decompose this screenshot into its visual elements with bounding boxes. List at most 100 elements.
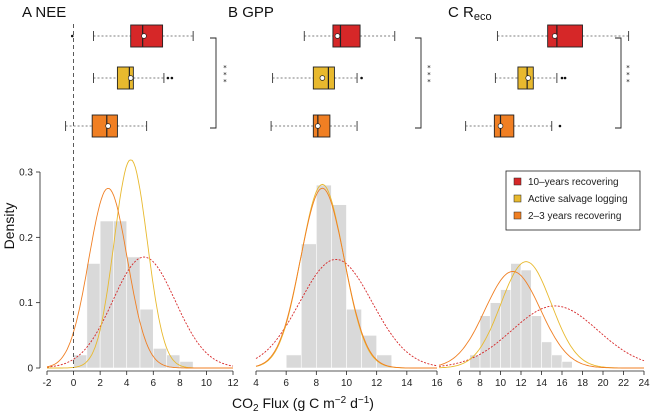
x-tick-label: 6 xyxy=(283,378,289,389)
x-tick-label: 14 xyxy=(401,378,413,389)
x-axis-label-end: ) xyxy=(369,395,374,411)
x-axis-label: CO2 Flux (g C m−2 d−1) xyxy=(232,395,374,414)
x-tick-label: 12 xyxy=(227,378,239,389)
histogram-bar xyxy=(139,308,154,369)
x-axis: 6 8 10 12 14 16 18 20 22 24 xyxy=(457,370,650,389)
boxplot xyxy=(494,66,567,90)
x-tick-label: 6 xyxy=(457,378,463,389)
density-curve xyxy=(255,187,437,369)
y-tick-label: 0.3 xyxy=(19,168,33,179)
x-tick-label: 12 xyxy=(371,378,383,389)
histogram-bar xyxy=(561,361,573,369)
significance-star: * xyxy=(223,64,227,72)
significance-star: * xyxy=(427,64,431,72)
x-tick-label: 18 xyxy=(577,378,589,389)
legend-item: 10–years recovering xyxy=(513,177,619,188)
y-tick-label: 0.1 xyxy=(19,298,33,309)
boxplot-outlier xyxy=(563,76,567,80)
panel-variable: NEE xyxy=(35,4,66,21)
x-tick-label: -2 xyxy=(43,378,52,389)
significance-star: * xyxy=(427,71,431,79)
x-tick-label: 8 xyxy=(477,378,483,389)
significance-star: * xyxy=(223,71,227,79)
boxplot-mean-point xyxy=(552,33,558,39)
boxplot-mean-point xyxy=(525,75,531,81)
x-tick-label: 4 xyxy=(253,378,259,389)
panel-variable: GPP xyxy=(242,4,274,21)
x-tick-label: 16 xyxy=(556,378,568,389)
legend-box xyxy=(505,170,641,231)
boxplot-outlier xyxy=(170,76,174,80)
significance-star: * xyxy=(626,78,630,86)
bracket-line xyxy=(210,37,217,129)
boxplot-outlier xyxy=(70,34,74,38)
boxplot-mean-point xyxy=(315,123,321,129)
significance-bracket: *** xyxy=(615,37,630,129)
boxplot-mean-point xyxy=(334,33,341,39)
histogram-bar xyxy=(551,354,563,369)
histogram-bar xyxy=(520,269,532,369)
boxplot xyxy=(303,24,396,48)
y-axis: 0 0.1 0.2 0.3 xyxy=(19,168,41,375)
boxplot xyxy=(65,114,148,138)
x-axis: 4 6 8 10 12 14 16 xyxy=(253,370,443,389)
x-tick-label: 14 xyxy=(536,378,548,389)
panel-variable: R xyxy=(463,4,474,21)
x-tick-label: 20 xyxy=(597,378,609,389)
legend-label: 2–3 years recovering xyxy=(528,211,621,222)
boxplot-mean-point xyxy=(497,123,504,129)
histogram-bar xyxy=(510,263,522,369)
histogram-bar xyxy=(316,184,332,369)
boxplot xyxy=(496,24,630,48)
density-curve xyxy=(46,256,234,368)
x-tick-label: 8 xyxy=(177,378,183,389)
histogram-bar xyxy=(86,263,101,369)
boxplot-mean-point xyxy=(319,75,326,81)
significance-star: * xyxy=(626,64,630,72)
legend-label: 10–years recovering xyxy=(528,177,619,188)
boxplot xyxy=(270,114,358,138)
x-tick-label: 2 xyxy=(97,378,103,389)
histogram-bar xyxy=(376,354,393,369)
y-axis-label: Density xyxy=(1,203,17,250)
histogram-bar xyxy=(530,315,542,369)
significance-bracket: *** xyxy=(415,37,431,129)
boxplot-box xyxy=(493,114,515,138)
x-tick-label: 16 xyxy=(431,378,443,389)
histogram-bar xyxy=(300,243,317,369)
histogram-bar xyxy=(541,341,553,369)
legend: 10–years recovering Active salvage loggin… xyxy=(505,170,641,231)
x-axis-label-mid: d xyxy=(346,395,358,411)
panel-title: C Reco xyxy=(448,4,492,23)
density-curve xyxy=(438,271,644,369)
y-tick-label: 0.2 xyxy=(19,233,33,244)
histogram-bar xyxy=(331,204,347,369)
x-axis-label-rest: Flux (g C m xyxy=(259,395,335,411)
panel-letter: C xyxy=(448,4,459,21)
boxplot xyxy=(70,24,194,48)
x-axis-label-sub: 2 xyxy=(253,403,259,414)
histogram-bar xyxy=(489,302,501,369)
x-tick-label: 6 xyxy=(151,378,157,389)
significance-star: * xyxy=(427,78,431,86)
boxplot-mean-point xyxy=(141,33,147,39)
boxplot xyxy=(93,66,174,90)
significance-star: * xyxy=(223,78,227,86)
boxplot-box xyxy=(91,114,118,138)
panel-variable-sub: eco xyxy=(474,11,492,23)
panel-letter: B xyxy=(228,4,238,21)
density-curve xyxy=(255,258,438,367)
legend-item: Active salvage logging xyxy=(513,194,628,205)
boxplot-outlier xyxy=(558,124,562,128)
x-tick-label: 12 xyxy=(515,378,527,389)
x-tick-label: 8 xyxy=(314,378,320,389)
x-axis-label-prefix: CO xyxy=(232,395,253,411)
legend-label: Active salvage logging xyxy=(528,194,628,205)
density-curve xyxy=(46,187,233,369)
legend-swatch xyxy=(513,211,522,220)
histogram-bar xyxy=(469,354,481,369)
panel-title: A NEE xyxy=(22,4,66,21)
